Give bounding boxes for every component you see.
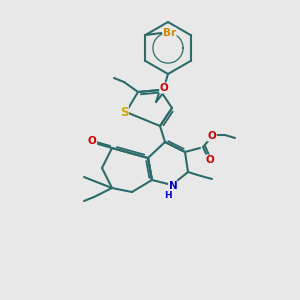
- Text: H: H: [164, 190, 172, 200]
- Text: O: O: [160, 83, 168, 93]
- Text: O: O: [208, 131, 216, 141]
- Text: Br: Br: [163, 28, 176, 38]
- Text: S: S: [120, 106, 128, 118]
- Text: N: N: [169, 181, 177, 191]
- Text: O: O: [88, 136, 96, 146]
- Text: O: O: [206, 155, 214, 165]
